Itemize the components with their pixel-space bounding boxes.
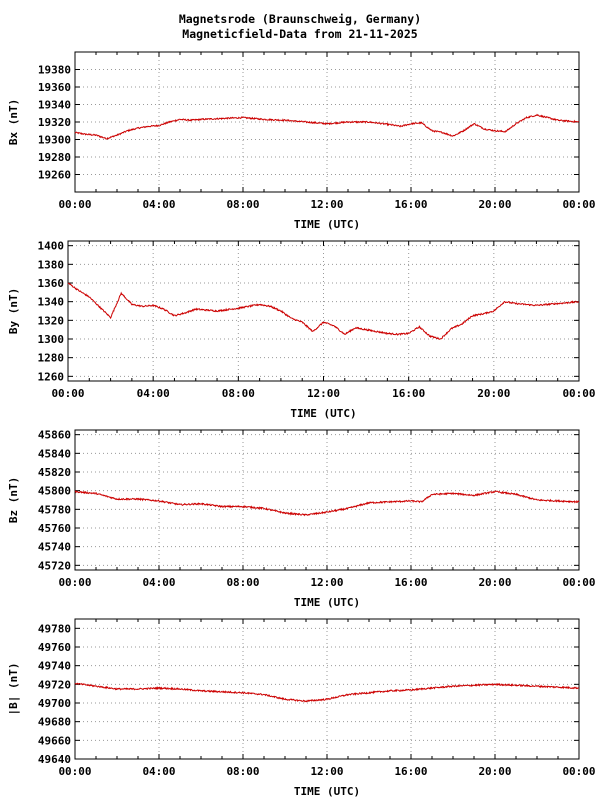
x-tick-label: 04:00 xyxy=(142,765,175,778)
y-tick-label: 45760 xyxy=(38,522,71,535)
y-tick-label: 45780 xyxy=(38,503,71,516)
x-tick-label: 00:00 xyxy=(562,576,595,589)
y-tick-label: 49720 xyxy=(38,678,71,691)
x-tick-label: 00:00 xyxy=(58,576,91,589)
y-tick-label: 19360 xyxy=(38,81,71,94)
plot-frame xyxy=(74,429,580,571)
x-tick-label: 12:00 xyxy=(307,387,340,400)
x-tick-label: 20:00 xyxy=(478,198,511,211)
chart-subtitle: Magneticfield-Data from 21-11-2025 xyxy=(182,27,418,41)
x-axis-label: TIME (UTC) xyxy=(290,407,356,420)
y-tick-label: 19260 xyxy=(38,169,71,182)
x-tick-label: 00:00 xyxy=(58,765,91,778)
x-tick-label: 04:00 xyxy=(142,198,175,211)
x-tick-label: 16:00 xyxy=(394,765,427,778)
x-axis-label: TIME (UTC) xyxy=(294,218,360,231)
x-tick-label: 08:00 xyxy=(226,576,259,589)
x-tick-label: 08:00 xyxy=(226,765,259,778)
series-line-2 xyxy=(67,282,580,340)
x-tick-label: 12:00 xyxy=(310,576,343,589)
chart-title: Magnetsrode (Braunschweig, Germany) xyxy=(178,12,422,26)
chart-title-block: Magnetsrode (Braunschweig, Germany) Magn… xyxy=(0,12,600,42)
chart-panel-1: 00:00 04:00 08:00 12:00 16:00 20:00 00:00 19260… xyxy=(7,51,596,231)
plot-frame xyxy=(67,240,580,382)
chart-panel-4: 00:00 04:00 08:00 12:00 16:00 20:00 00:0049640… xyxy=(7,618,596,798)
y-tick-label: 1300 xyxy=(38,333,65,346)
x-tick-label: 16:00 xyxy=(394,198,427,211)
y-tick-label: 49780 xyxy=(38,622,71,635)
y-tick-label: 49760 xyxy=(38,641,71,654)
series-line-3 xyxy=(74,490,580,517)
y-tick-label: 45820 xyxy=(38,466,71,479)
x-tick-label: 00:00 xyxy=(51,387,84,400)
y-tick-label: 45800 xyxy=(38,485,71,498)
x-tick-label: 04:00 xyxy=(142,576,175,589)
y-tick-label: 19300 xyxy=(38,134,71,147)
x-tick-label: 00:00 xyxy=(58,198,91,211)
x-tick-label: 12:00 xyxy=(310,198,343,211)
x-tick-label: 00:00 xyxy=(562,387,595,400)
y-tick-label: 1400 xyxy=(38,240,65,253)
y-tick-label: 49680 xyxy=(38,716,71,729)
y-axis-label: By (nT) xyxy=(7,288,20,334)
x-tick-label: 20:00 xyxy=(477,387,510,400)
y-tick-label: 45860 xyxy=(38,429,71,442)
x-tick-label: 20:00 xyxy=(478,765,511,778)
x-tick-label: 00:00 xyxy=(562,198,595,211)
x-axis-label: TIME (UTC) xyxy=(294,596,360,609)
y-tick-label: 1260 xyxy=(38,370,65,383)
y-axis-label: Bz (nT) xyxy=(7,477,20,523)
x-tick-label: 08:00 xyxy=(226,198,259,211)
x-tick-label: 08:00 xyxy=(222,387,255,400)
y-axis-label: Bx (nT) xyxy=(7,99,20,145)
y-tick-label: 1320 xyxy=(38,314,65,327)
chart-panel-2: 00:00 04:00 08:00 12:00 16:00 20:00 00:00 1260 1… xyxy=(7,240,596,420)
x-tick-label: 20:00 xyxy=(478,576,511,589)
plot-frame xyxy=(74,618,580,760)
y-tick-label: 45720 xyxy=(38,559,71,572)
x-tick-label: 00:00 xyxy=(562,765,595,778)
chart-panel-3: 00:00 04:00 08:00 12:00 16:00 20:00 00:00 45720… xyxy=(7,429,596,609)
y-tick-label: 1280 xyxy=(38,352,65,365)
y-tick-label: 1360 xyxy=(38,277,65,290)
y-tick-label: 45840 xyxy=(38,447,71,460)
y-tick-label: 49660 xyxy=(38,734,71,747)
y-tick-label: 19340 xyxy=(38,99,71,112)
y-tick-label: 1340 xyxy=(38,296,65,309)
y-tick-label: 19380 xyxy=(38,64,71,77)
x-tick-label: 16:00 xyxy=(394,576,427,589)
series-line-4 xyxy=(74,682,580,703)
y-tick-label: 49740 xyxy=(38,660,71,673)
y-tick-label: 19280 xyxy=(38,151,71,164)
y-tick-label: 45740 xyxy=(38,541,71,554)
y-tick-label: 49640 xyxy=(38,753,71,766)
x-tick-label: 12:00 xyxy=(310,765,343,778)
y-tick-label: 1380 xyxy=(38,258,65,271)
x-tick-label: 16:00 xyxy=(392,387,425,400)
x-axis-label: TIME (UTC) xyxy=(294,785,360,798)
y-tick-label: 49700 xyxy=(38,697,71,710)
series-line-1 xyxy=(74,113,580,140)
y-axis-label: |B| (nT) xyxy=(7,663,20,716)
y-tick-label: 19320 xyxy=(38,116,71,129)
x-tick-label: 04:00 xyxy=(137,387,170,400)
